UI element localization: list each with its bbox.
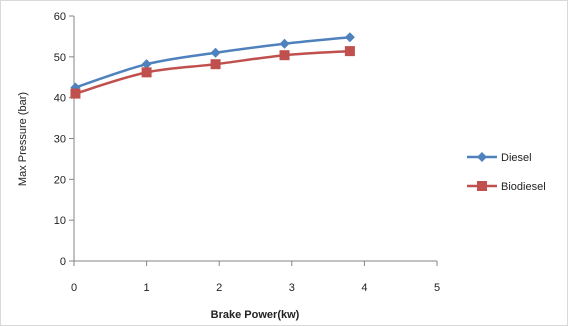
- y-axis-title: Max Pressure (bar): [17, 92, 29, 186]
- legend-label: Diesel: [501, 152, 532, 164]
- x-tick-label: 5: [434, 282, 440, 294]
- data-point: [210, 47, 221, 58]
- x-axis-ticks: 0 1 2 3 4 5: [71, 261, 440, 294]
- y-tick-label: 50: [54, 52, 66, 64]
- series-layer: [70, 32, 355, 99]
- x-axis-title: Brake Power(kw): [211, 309, 300, 321]
- y-tick-label: 40: [54, 93, 66, 105]
- data-point: [279, 38, 290, 49]
- legend-marker: [477, 152, 487, 162]
- legend-item-diesel: Diesel: [467, 152, 532, 164]
- legend-marker: [477, 181, 487, 191]
- y-tick-label: 10: [54, 215, 66, 227]
- legend: Diesel Biodiesel: [467, 152, 546, 193]
- legend-item-biodiesel: Biodiesel: [467, 181, 546, 193]
- data-point: [141, 67, 152, 78]
- plot-area: [73, 16, 437, 262]
- y-tick-label: 20: [54, 174, 66, 186]
- y-tick-label: 0: [60, 256, 66, 268]
- series-biodiesel: [70, 46, 355, 99]
- x-tick-label: 0: [71, 282, 77, 294]
- data-point: [344, 46, 355, 57]
- y-tick-label: 60: [54, 11, 66, 23]
- data-point: [141, 59, 152, 70]
- data-point: [344, 32, 355, 43]
- x-tick-label: 2: [216, 282, 222, 294]
- y-tick-label: 30: [54, 134, 66, 146]
- x-tick-label: 4: [361, 282, 367, 294]
- data-point: [210, 59, 221, 70]
- data-point: [279, 50, 290, 61]
- x-tick-label: 1: [144, 282, 150, 294]
- data-point: [70, 88, 81, 99]
- legend-label: Biodiesel: [501, 181, 546, 193]
- x-tick-label: 3: [289, 282, 295, 294]
- y-axis-ticks: 0 10 20 30 40 50 60: [54, 11, 74, 268]
